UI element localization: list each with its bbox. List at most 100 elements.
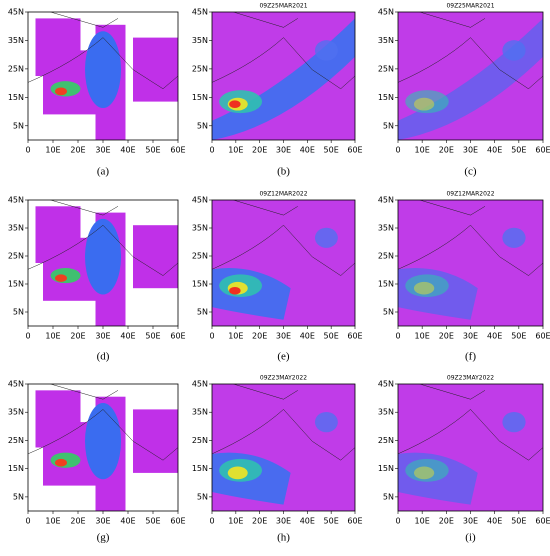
- y-tick-label: 35N: [192, 224, 208, 233]
- coastline: [419, 384, 486, 400]
- y-tick-label: 5N: [383, 492, 394, 501]
- y-tick-label: 35N: [378, 408, 394, 417]
- x-tick-label: 50E: [511, 517, 526, 526]
- x-tick-label: 30E: [463, 146, 478, 155]
- panel-caption: (e): [277, 351, 290, 363]
- blue-spot: [502, 411, 526, 433]
- y-tick-label: 5N: [13, 308, 24, 317]
- y-tick-label: 45N: [192, 380, 208, 389]
- x-tick-label: 10E: [45, 146, 60, 155]
- x-tick-label: 20E: [70, 517, 85, 526]
- map-field: [28, 384, 178, 511]
- y-tick-label: 25N: [8, 436, 24, 445]
- coastline: [233, 200, 298, 216]
- x-tick-label: 60E: [535, 332, 550, 341]
- coastline: [419, 200, 486, 216]
- x-tick-label: 60E: [347, 517, 362, 526]
- panel-caption: (c): [464, 166, 477, 178]
- coastline: [212, 37, 355, 90]
- core: [55, 87, 67, 96]
- x-tick-label: 10E: [415, 517, 430, 526]
- x-tick-label: 10E: [45, 332, 60, 341]
- x-tick-label: 0: [395, 517, 400, 526]
- panel-title: 09Z25MAR2021: [259, 3, 307, 10]
- x-tick-label: 40E: [120, 517, 135, 526]
- y-tick-label: 35N: [8, 224, 24, 233]
- x-tick-label: 50E: [324, 517, 339, 526]
- x-tick-label: 50E: [511, 332, 526, 341]
- y-tick-label: 35N: [378, 36, 394, 45]
- x-tick-label: 40E: [487, 146, 502, 155]
- coastline: [212, 224, 355, 276]
- panel-title: 09Z23MAY2022: [447, 375, 494, 382]
- x-tick-label: 30E: [463, 517, 478, 526]
- blue-area: [85, 403, 121, 480]
- x-tick-label: 40E: [120, 332, 135, 341]
- coastline: [398, 409, 543, 461]
- y-tick-label: 35N: [192, 408, 208, 417]
- map-field: [28, 200, 178, 326]
- x-tick-label: 50E: [511, 146, 526, 155]
- y-tick-label: 15N: [192, 93, 208, 102]
- x-tick-label: 20E: [70, 146, 85, 155]
- y-tick-label: 15N: [192, 464, 208, 473]
- x-tick-label: 0: [395, 146, 400, 155]
- y-tick-label: 25N: [8, 252, 24, 261]
- y-tick-label: 5N: [197, 121, 208, 130]
- y-tick-label: 15N: [378, 464, 394, 473]
- y-tick-label: 35N: [192, 36, 208, 45]
- y-tick-label: 25N: [378, 252, 394, 261]
- x-tick-label: 0: [25, 332, 30, 341]
- y-tick-label: 15N: [8, 93, 24, 102]
- x-tick-label: 10E: [228, 517, 243, 526]
- panel-caption: (g): [97, 532, 110, 544]
- x-tick-label: 10E: [415, 146, 430, 155]
- y-tick-label: 45N: [8, 8, 24, 17]
- coastline: [50, 200, 119, 216]
- core: [55, 458, 67, 467]
- y-tick-label: 45N: [378, 380, 394, 389]
- y-tick-label: 45N: [378, 8, 394, 17]
- panel-caption: (a): [97, 166, 110, 178]
- panel-title: 09Z25MAR2021: [446, 3, 494, 10]
- coastline: [398, 37, 543, 90]
- coastline: [50, 384, 119, 400]
- x-tick-label: 20E: [439, 517, 454, 526]
- coastline: [419, 12, 486, 28]
- y-tick-label: 15N: [8, 280, 24, 289]
- x-tick-label: 30E: [276, 146, 291, 155]
- x-tick-label: 60E: [535, 517, 550, 526]
- coastline: [398, 224, 543, 276]
- blue-spot: [314, 40, 338, 61]
- y-tick-label: 45N: [192, 196, 208, 205]
- y-tick-label: 5N: [13, 121, 24, 130]
- coastline: [233, 12, 298, 28]
- y-tick-label: 25N: [192, 252, 208, 261]
- x-tick-label: 40E: [300, 146, 315, 155]
- yellow-area: [413, 97, 435, 111]
- x-tick-label: 10E: [228, 146, 243, 155]
- x-tick-label: 60E: [170, 332, 185, 341]
- x-tick-label: 30E: [95, 332, 110, 341]
- coastline: [28, 409, 178, 461]
- core: [229, 286, 241, 295]
- coastline: [28, 224, 178, 276]
- y-tick-label: 35N: [378, 224, 394, 233]
- panel-caption: (h): [277, 532, 290, 544]
- y-tick-label: 45N: [8, 380, 24, 389]
- blue-spot: [314, 227, 338, 248]
- panel-caption: (b): [277, 166, 290, 178]
- x-tick-label: 20E: [439, 146, 454, 155]
- x-tick-label: 10E: [228, 332, 243, 341]
- yellow-area: [413, 281, 435, 295]
- blue-spot: [502, 40, 526, 61]
- y-tick-label: 25N: [192, 64, 208, 73]
- x-tick-label: 20E: [70, 332, 85, 341]
- green-area: [50, 268, 81, 284]
- y-tick-label: 5N: [197, 308, 208, 317]
- map-field: [398, 384, 543, 511]
- x-tick-label: 30E: [276, 517, 291, 526]
- y-tick-label: 45N: [8, 196, 24, 205]
- x-tick-label: 0: [209, 332, 214, 341]
